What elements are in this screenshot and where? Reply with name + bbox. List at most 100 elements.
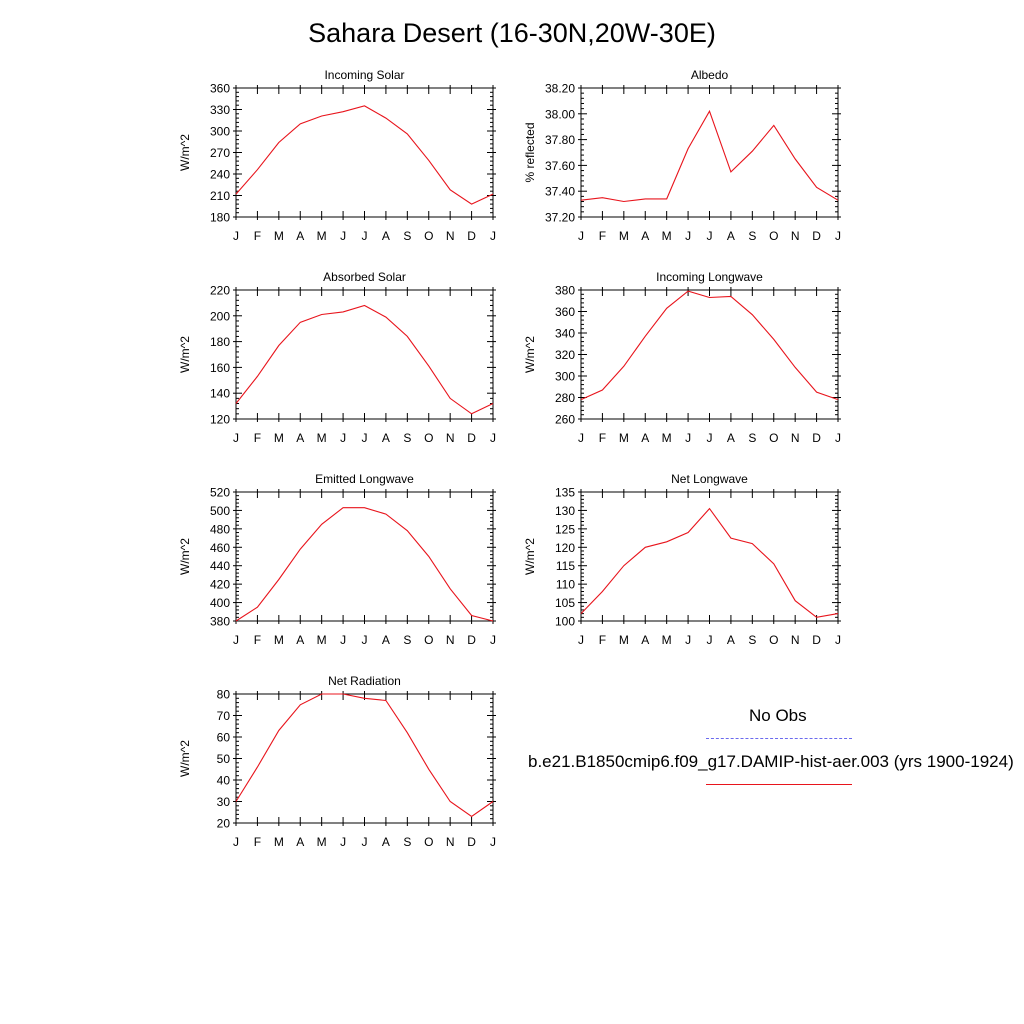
y-tick-label: 37.40	[545, 185, 575, 199]
x-tick-label: O	[769, 633, 778, 647]
y-tick-label: 270	[210, 146, 230, 160]
y-tick-label: 240	[210, 168, 230, 182]
x-tick-label: S	[403, 835, 411, 849]
x-tick-label: J	[490, 229, 496, 243]
x-tick-label: A	[382, 633, 390, 647]
panel-title: Emitted Longwave	[315, 472, 414, 486]
y-tick-label: 130	[555, 504, 575, 518]
x-tick-label: N	[791, 633, 800, 647]
x-tick-label: M	[619, 633, 629, 647]
y-tick-label: 37.20	[545, 211, 575, 225]
x-tick-label: J	[707, 633, 713, 647]
x-tick-label: A	[296, 633, 304, 647]
panel-frame	[235, 693, 494, 824]
y-tick-label: 38.00	[545, 107, 575, 121]
y-tick-label: 380	[555, 284, 575, 298]
y-axis-label: W/m^2	[178, 538, 192, 575]
y-tick-label: 50	[217, 752, 231, 766]
y-tick-label: 460	[210, 541, 230, 555]
x-tick-label: A	[382, 835, 390, 849]
x-tick-label: A	[641, 431, 649, 445]
x-tick-label: A	[727, 431, 735, 445]
x-tick-label: M	[619, 229, 629, 243]
series-line	[235, 105, 494, 205]
series-line	[580, 109, 839, 203]
panel-albedo: Albedo % reflected 37.20 37.40 37.60 37.80 38.…	[523, 68, 841, 243]
x-tick-label: F	[254, 835, 261, 849]
y-tick-label: 120	[210, 413, 230, 427]
x-tick-label: J	[578, 431, 584, 445]
panel-frame	[235, 289, 494, 420]
x-tick-label: M	[317, 229, 327, 243]
x-tick-label: O	[769, 229, 778, 243]
y-tick-label: 37.80	[545, 133, 575, 147]
x-tick-label: N	[446, 835, 455, 849]
y-tick-label: 210	[210, 189, 230, 203]
x-tick-label: M	[274, 431, 284, 445]
y-tick-label: 38.20	[545, 82, 575, 96]
y-tick-label: 180	[210, 211, 230, 225]
x-tick-label: A	[382, 431, 390, 445]
series-line	[235, 507, 494, 622]
x-tick-label: O	[424, 431, 433, 445]
y-tick-label: 260	[555, 413, 575, 427]
y-tick-label: 100	[555, 615, 575, 629]
panel-title: Net Radiation	[328, 674, 401, 688]
x-tick-label: J	[835, 633, 841, 647]
x-tick-label: D	[812, 633, 821, 647]
y-tick-label: 80	[217, 688, 231, 702]
x-tick-label: J	[578, 229, 584, 243]
x-tick-label: D	[467, 229, 476, 243]
x-tick-label: N	[446, 229, 455, 243]
y-tick-label: 320	[555, 348, 575, 362]
panel-frame	[580, 87, 839, 218]
y-axis-label: W/m^2	[523, 336, 537, 373]
x-tick-label: M	[274, 229, 284, 243]
panel-net-longwave: Net Longwave W/m^2 100 105 110 115 120 125 130 13…	[523, 472, 841, 647]
page-title: Sahara Desert (16-30N,20W-30E)	[308, 18, 716, 48]
x-tick-label: A	[382, 229, 390, 243]
y-tick-label: 330	[210, 103, 230, 117]
x-tick-label: S	[748, 229, 756, 243]
y-tick-label: 220	[210, 284, 230, 298]
x-tick-label: A	[296, 229, 304, 243]
x-tick-label: J	[362, 835, 368, 849]
series-line	[235, 304, 494, 415]
x-tick-label: N	[446, 633, 455, 647]
x-tick-label: O	[424, 229, 433, 243]
y-axis-label: % reflected	[523, 122, 537, 182]
y-tick-label: 420	[210, 578, 230, 592]
x-tick-label: M	[317, 633, 327, 647]
y-tick-label: 300	[555, 370, 575, 384]
x-tick-label: F	[254, 229, 261, 243]
x-tick-label: S	[748, 633, 756, 647]
y-axis-label: W/m^2	[178, 336, 192, 373]
x-tick-label: A	[296, 431, 304, 445]
panel-frame	[580, 491, 839, 622]
x-tick-label: J	[340, 431, 346, 445]
y-tick-label: 360	[210, 82, 230, 96]
x-tick-label: M	[662, 633, 672, 647]
panel-incoming-solar: Incoming Solar W/m^2 180 210 240 270 300 330 360…	[178, 68, 496, 243]
x-tick-label: J	[707, 431, 713, 445]
x-tick-label: S	[748, 431, 756, 445]
x-tick-label: D	[812, 229, 821, 243]
y-tick-label: 40	[217, 774, 231, 788]
x-tick-label: M	[662, 431, 672, 445]
x-tick-label: J	[340, 229, 346, 243]
panel-title: Net Longwave	[671, 472, 748, 486]
panel-frame	[235, 491, 494, 622]
x-tick-label: N	[791, 431, 800, 445]
x-tick-label: S	[403, 431, 411, 445]
y-tick-label: 125	[555, 522, 575, 536]
series-line	[580, 290, 839, 401]
x-tick-label: F	[254, 431, 261, 445]
panel-title: Albedo	[691, 68, 729, 82]
x-tick-label: J	[340, 835, 346, 849]
x-tick-label: M	[317, 835, 327, 849]
x-tick-label: J	[578, 633, 584, 647]
panel-frame	[580, 289, 839, 420]
panel-frame	[235, 87, 494, 218]
x-tick-label: M	[317, 431, 327, 445]
